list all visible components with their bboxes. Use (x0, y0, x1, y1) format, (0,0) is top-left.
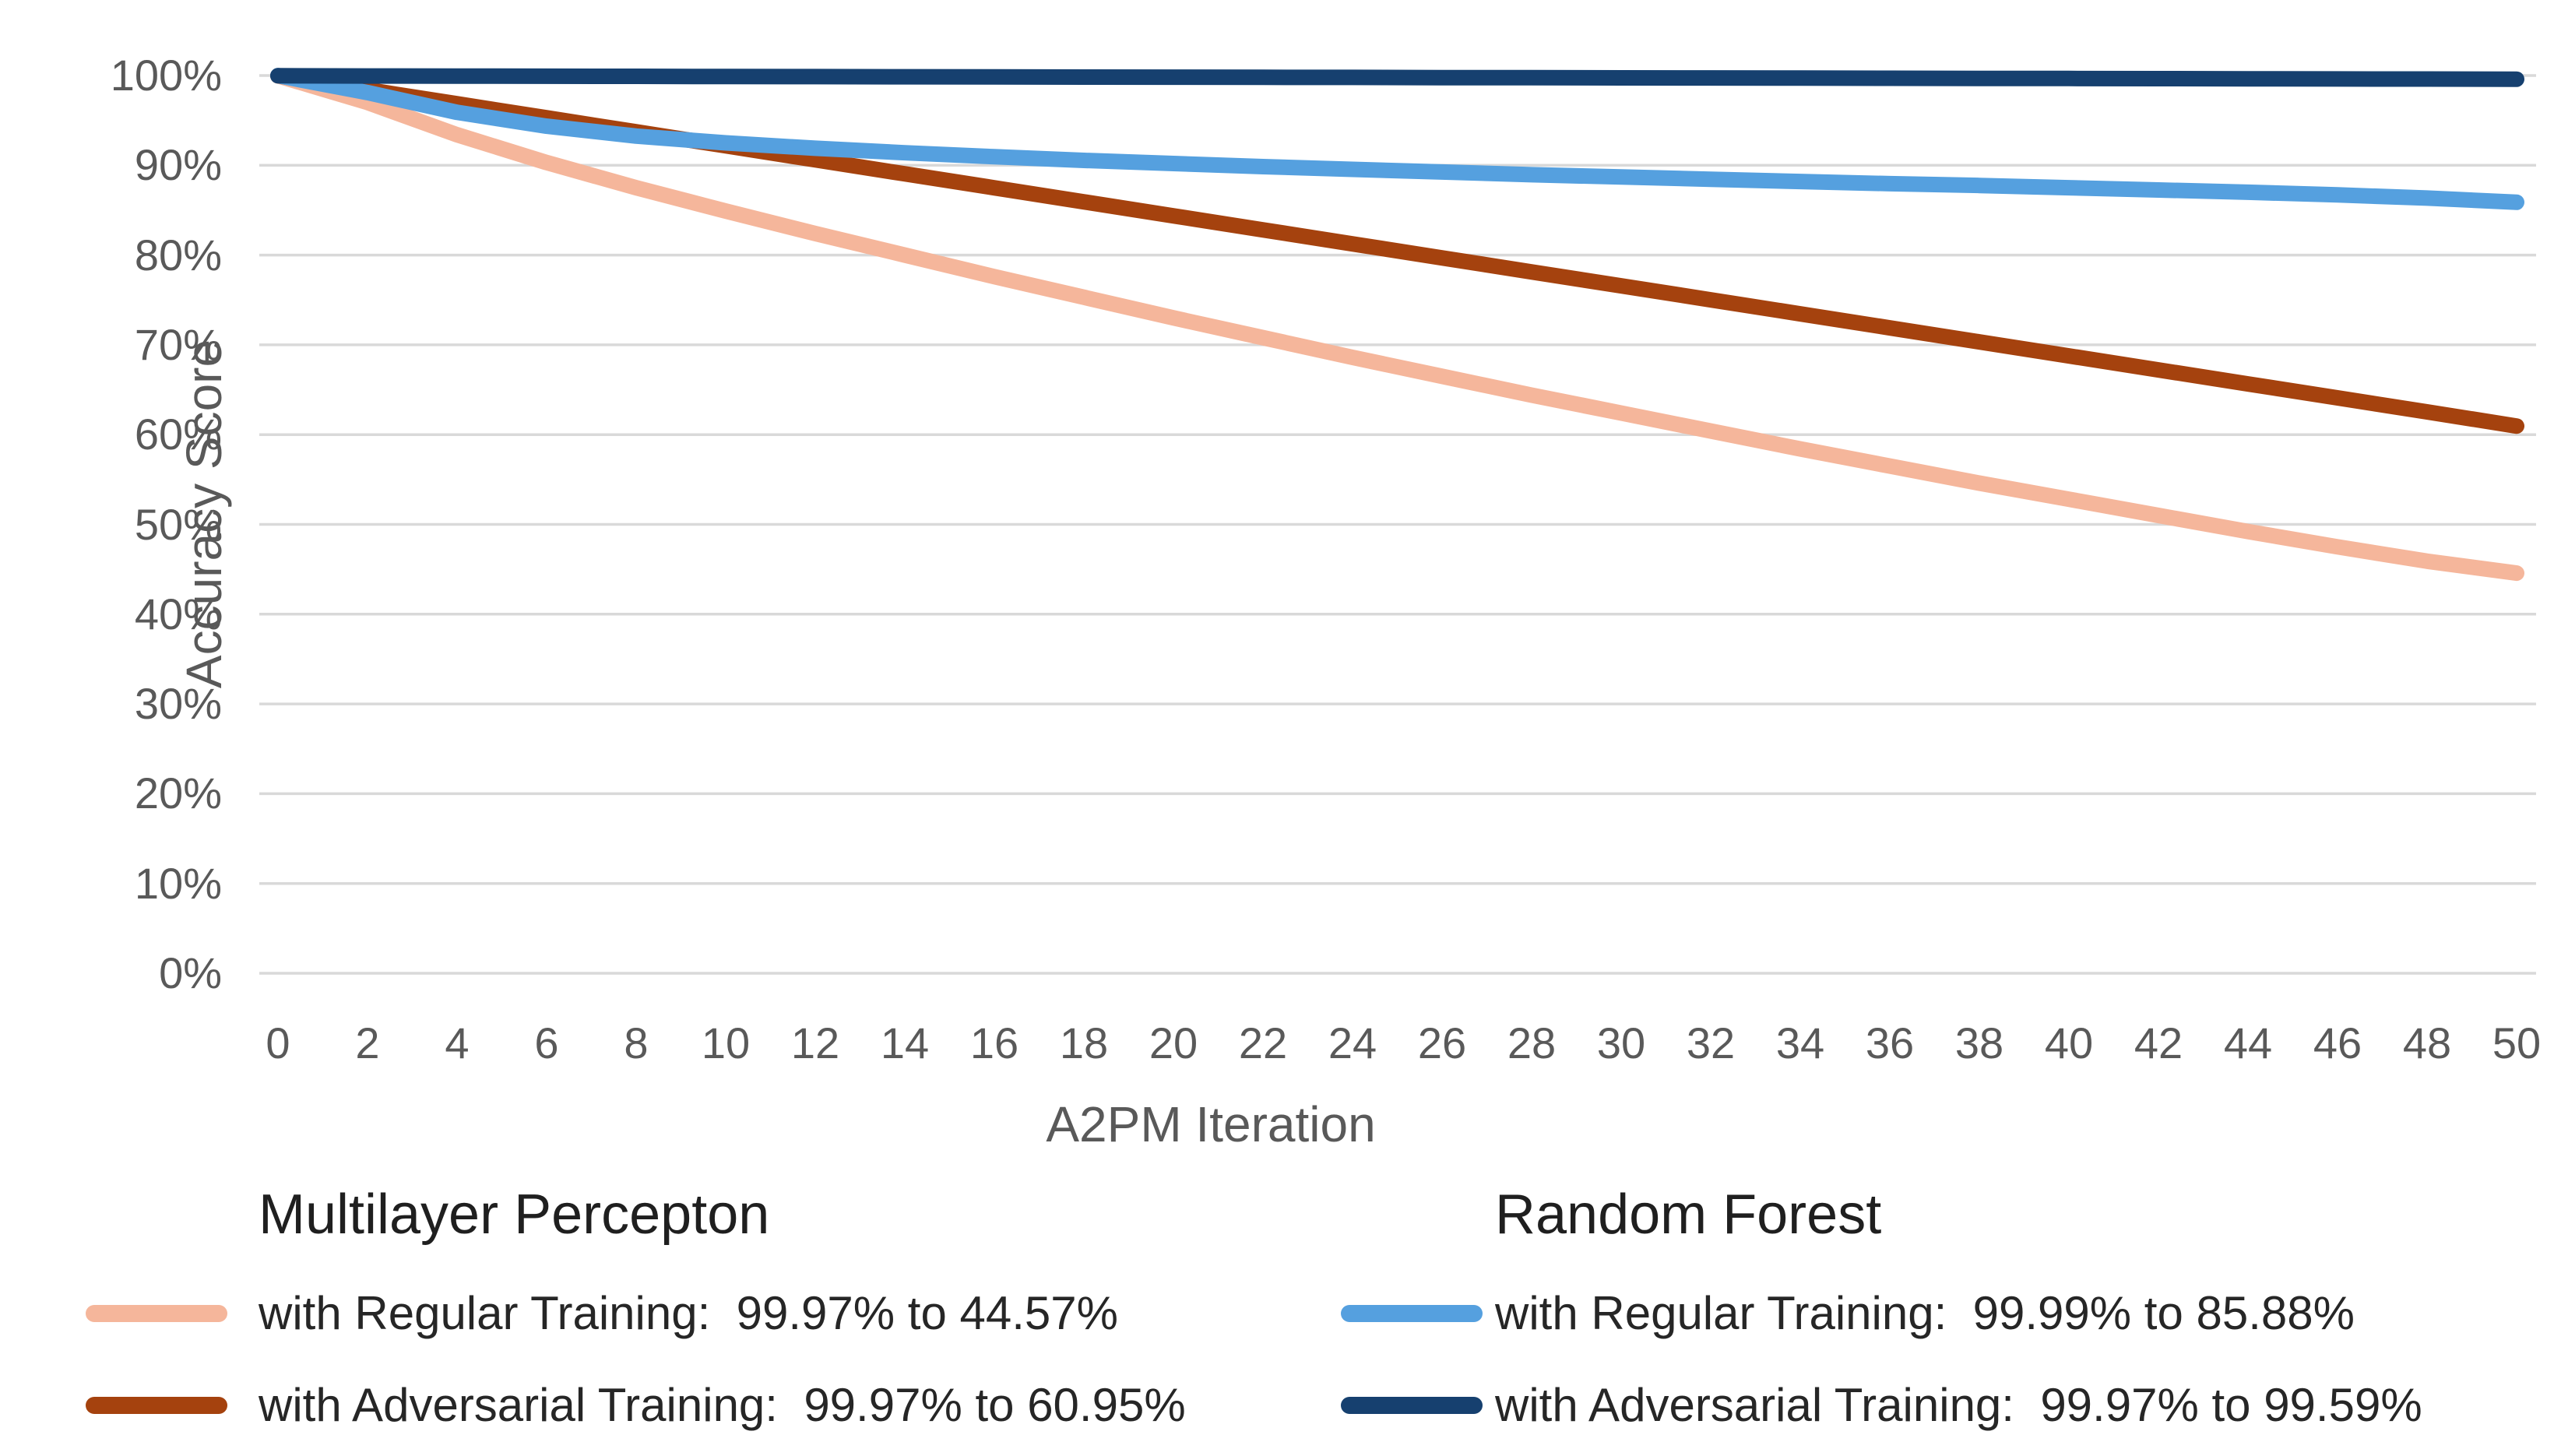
legend-swatch-mlp-adversarial (86, 1397, 227, 1414)
gridlines (259, 74, 2536, 975)
x-tick-label: 10 (701, 1018, 751, 1067)
x-tick-label: 2 (355, 1018, 380, 1067)
y-axis-title: Accuracy Score (176, 339, 233, 689)
y-tick-label: 60% (134, 410, 222, 459)
series-lines (270, 68, 2524, 582)
x-tick-label: 40 (2044, 1018, 2094, 1067)
legend-swatch-rf-adversarial (1341, 1397, 1483, 1414)
x-tick-label: 36 (1865, 1018, 1915, 1067)
x-tick-label: 30 (1596, 1018, 1646, 1067)
y-tick-label: 70% (134, 319, 222, 369)
y-tick-label: 90% (134, 140, 222, 190)
y-tick-label: 0% (159, 948, 222, 997)
y-tick-label: 80% (134, 230, 222, 280)
legend-item-label: with Regular Training: 99.97% to 44.57% (259, 1287, 1118, 1339)
legend-item-label: with Adversarial Training: 99.97% to 99.… (1495, 1379, 2422, 1431)
x-tick-label: 20 (1149, 1018, 1198, 1067)
legend-swatch-rf-regular (1341, 1305, 1483, 1322)
x-tick-label: 24 (1328, 1018, 1377, 1067)
x-tick-label: 46 (2313, 1018, 2362, 1067)
series-line-mlp-regular (270, 68, 2524, 582)
x-tick-label: 38 (1954, 1018, 2004, 1067)
x-tick-label: 32 (1686, 1018, 1736, 1067)
series-line-rf-adversarial (270, 68, 2524, 87)
legend-group-title: Multilayer Percepton (259, 1183, 770, 1246)
y-tick-label: 50% (134, 499, 222, 549)
x-tick-label: 34 (1775, 1018, 1825, 1067)
legend-item-label: with Regular Training: 99.99% to 85.88% (1495, 1287, 2355, 1339)
y-tick-label: 30% (134, 679, 222, 729)
x-tick-label: 14 (880, 1018, 930, 1067)
x-tick-label: 48 (2402, 1018, 2452, 1067)
y-tick-label: 40% (134, 589, 222, 638)
x-tick-label: 8 (624, 1018, 649, 1067)
x-tick-label: 16 (969, 1018, 1019, 1067)
x-tick-label: 28 (1507, 1018, 1557, 1067)
x-tick-label: 18 (1059, 1018, 1109, 1067)
x-axis-title: A2PM Iteration (1046, 1096, 1376, 1152)
x-tick-label: 42 (2134, 1018, 2183, 1067)
x-tick-label: 50 (2492, 1018, 2542, 1067)
y-tick-label: 10% (134, 858, 222, 908)
y-tick-label: 20% (134, 768, 222, 818)
y-tick-label: 100% (110, 51, 222, 100)
legend-group-title: Random Forest (1495, 1183, 1882, 1246)
x-tick-label: 22 (1238, 1018, 1288, 1067)
x-tick-label: 4 (445, 1018, 470, 1067)
x-tick-label: 12 (790, 1018, 840, 1067)
x-tick-label: 6 (534, 1018, 559, 1067)
series-line-rf-regular (270, 68, 2524, 210)
x-tick-label: 26 (1417, 1018, 1467, 1067)
legend-item-label: with Adversarial Training: 99.97% to 60.… (259, 1379, 1186, 1431)
legend-swatch-mlp-regular (86, 1305, 227, 1322)
x-tick-label: 0 (266, 1018, 290, 1067)
x-tick-label: 44 (2223, 1018, 2273, 1067)
